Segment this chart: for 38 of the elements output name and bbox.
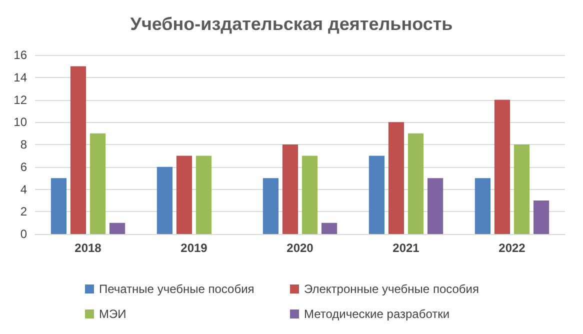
legend-label: Методические разработки bbox=[304, 307, 450, 321]
legend-label: МЭИ bbox=[99, 307, 126, 321]
y-tick-label: 10 bbox=[14, 115, 28, 130]
bar bbox=[427, 178, 444, 234]
bar bbox=[494, 100, 510, 234]
bar bbox=[109, 222, 126, 234]
bar bbox=[156, 166, 173, 234]
bar bbox=[408, 133, 424, 234]
x-tick-label: 2022 bbox=[498, 241, 526, 255]
legend-label: Электронные учебные пособия bbox=[304, 282, 479, 296]
y-tick-label: 2 bbox=[20, 204, 28, 219]
legend-label: Печатные учебные пособия bbox=[99, 282, 254, 296]
y-tick-label: 16 bbox=[14, 48, 28, 62]
y-tick-label: 12 bbox=[14, 92, 28, 107]
bar bbox=[262, 178, 279, 234]
y-tick-label: 14 bbox=[14, 70, 28, 84]
bar bbox=[50, 178, 67, 234]
x-tick-label: 2019 bbox=[180, 241, 208, 255]
x-tick-label: 2018 bbox=[74, 241, 102, 255]
x-tick-label: 2021 bbox=[392, 241, 420, 255]
y-tick-label: 6 bbox=[20, 160, 28, 174]
bar bbox=[302, 156, 318, 234]
y-tick-label: 4 bbox=[20, 182, 28, 196]
y-tick-label: 8 bbox=[20, 138, 28, 152]
bar bbox=[282, 144, 298, 234]
bar bbox=[474, 178, 491, 234]
chart-title: Учебно-издательская деятельность bbox=[130, 14, 453, 34]
y-tick-label: 0 bbox=[20, 227, 28, 241]
bar bbox=[388, 122, 404, 234]
bar bbox=[90, 133, 106, 234]
bar bbox=[533, 200, 550, 234]
bar bbox=[514, 144, 530, 234]
bar bbox=[196, 156, 212, 234]
bar bbox=[321, 222, 338, 234]
x-tick-label: 2020 bbox=[286, 241, 314, 255]
bar bbox=[368, 156, 385, 234]
bar bbox=[176, 156, 192, 234]
bar bbox=[70, 66, 86, 234]
